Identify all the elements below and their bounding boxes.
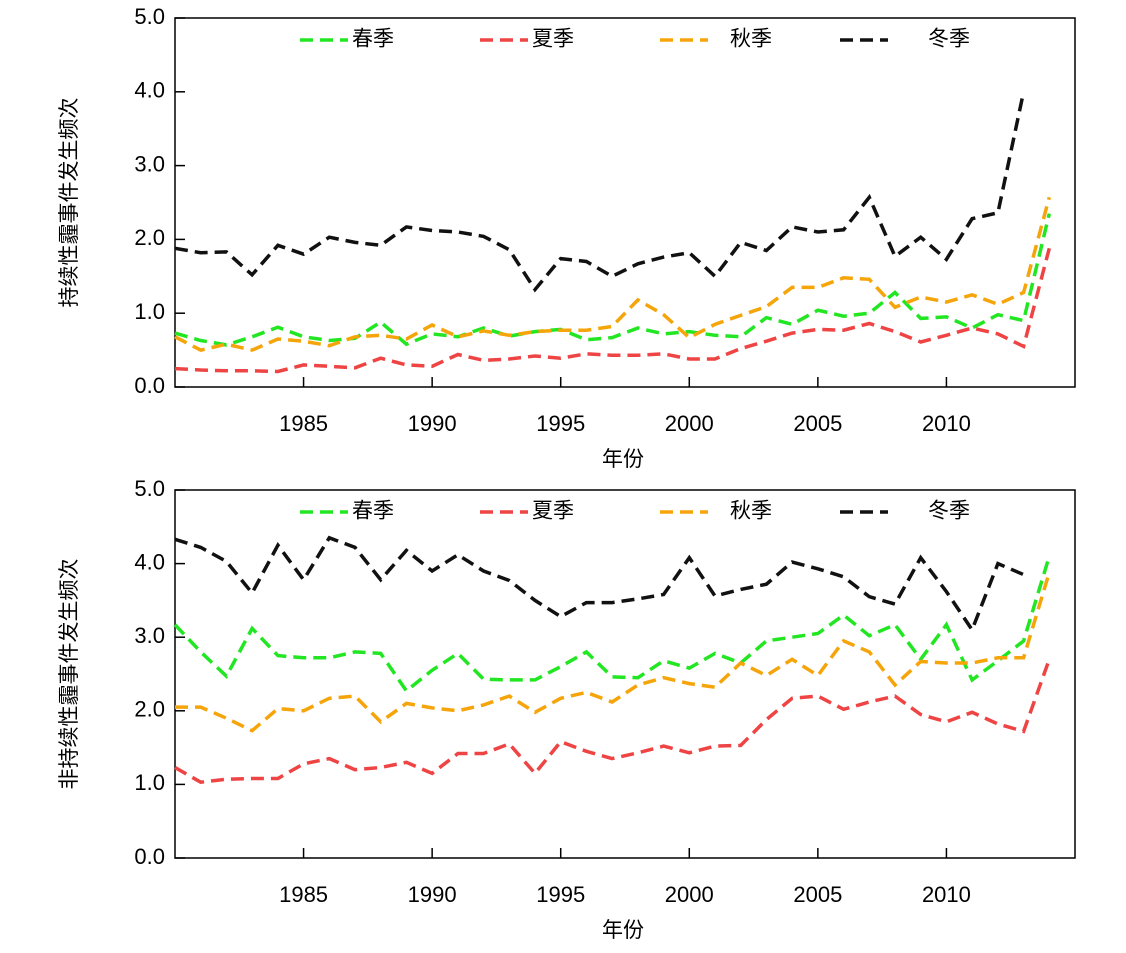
x-tick-label: 2010 [922,411,971,436]
x-tick-label: 1990 [408,882,457,907]
legend-label: 春季 [352,27,394,51]
x-tick-label: 1985 [279,411,328,436]
x-tick-label: 2005 [793,411,842,436]
y-tick-label: 5.0 [134,4,165,29]
x-axis-label: 年份 [602,447,644,471]
legend-label: 夏季 [532,499,574,523]
y-tick-label: 1.0 [134,299,165,324]
series-line [173,555,1051,694]
y-tick-label: 5.0 [134,476,165,501]
legend-label: 冬季 [928,27,970,51]
x-axis-label: 年份 [602,918,644,942]
y-tick-label: 2.0 [134,225,165,250]
x-tick-label: 1995 [536,411,585,436]
x-tick-label: 1985 [279,882,328,907]
series-line [174,91,1026,293]
y-axis-label: 持续性霾事件发生频次 [57,98,81,308]
y-tick-label: 1.0 [134,770,165,795]
y-tick-label: 2.0 [134,697,165,722]
legend-label: 秋季 [730,27,772,51]
y-tick-label: 4.0 [134,78,165,103]
plot-frame [174,489,1076,859]
legend-label: 春季 [352,499,394,523]
series-line [174,658,1051,785]
y-tick-label: 4.0 [134,549,165,574]
x-tick-label: 2010 [922,882,971,907]
x-tick-label: 2000 [665,882,714,907]
y-tick-label: 3.0 [134,623,165,648]
y-tick-label: 0.0 [134,373,165,398]
series-line [174,196,1051,352]
x-tick-label: 1990 [408,411,457,436]
series-line [174,535,1025,634]
y-tick-label: 0.0 [134,844,165,869]
plot-frame [174,17,1076,388]
y-axis-label: 非持续性霾事件发生频次 [57,559,81,790]
x-tick-label: 1995 [536,882,585,907]
legend-label: 秋季 [730,499,772,523]
series-line [174,247,1051,374]
legend-label: 冬季 [928,499,970,523]
y-tick-label: 3.0 [134,151,165,176]
x-tick-label: 2005 [793,882,842,907]
series-line [174,213,1052,347]
series-line [175,571,1051,733]
x-tick-label: 2000 [665,411,714,436]
legend-label: 夏季 [532,27,574,51]
